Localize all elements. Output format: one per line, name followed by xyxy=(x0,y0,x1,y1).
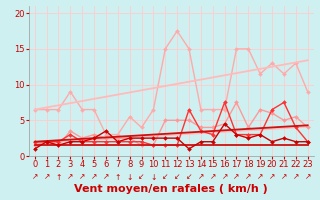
Text: ↙: ↙ xyxy=(138,172,145,182)
Text: ↙: ↙ xyxy=(162,172,168,182)
Text: ↗: ↗ xyxy=(221,172,228,182)
Text: ↗: ↗ xyxy=(281,172,287,182)
Text: ↙: ↙ xyxy=(174,172,180,182)
Text: ↗: ↗ xyxy=(32,172,38,182)
Text: ↗: ↗ xyxy=(91,172,97,182)
Text: ↗: ↗ xyxy=(245,172,252,182)
Text: ↓: ↓ xyxy=(126,172,133,182)
Text: ↗: ↗ xyxy=(210,172,216,182)
Text: ↗: ↗ xyxy=(292,172,299,182)
Text: ↗: ↗ xyxy=(269,172,275,182)
Text: ↑: ↑ xyxy=(115,172,121,182)
Text: ↗: ↗ xyxy=(257,172,263,182)
Text: ↗: ↗ xyxy=(198,172,204,182)
Text: ↙: ↙ xyxy=(186,172,192,182)
Text: ↓: ↓ xyxy=(150,172,156,182)
Text: ↗: ↗ xyxy=(233,172,240,182)
Text: ↗: ↗ xyxy=(67,172,74,182)
Text: ↗: ↗ xyxy=(103,172,109,182)
Text: ↗: ↗ xyxy=(44,172,50,182)
Text: Vent moyen/en rafales ( km/h ): Vent moyen/en rafales ( km/h ) xyxy=(74,184,268,194)
Text: ↗: ↗ xyxy=(304,172,311,182)
Text: ↑: ↑ xyxy=(55,172,62,182)
Text: ↗: ↗ xyxy=(79,172,85,182)
